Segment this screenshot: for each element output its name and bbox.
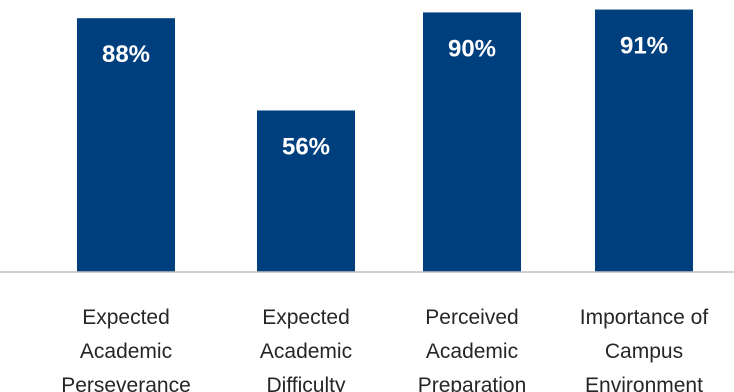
bar-4 bbox=[595, 9, 693, 273]
bar-value-label-1: 88% bbox=[102, 41, 150, 68]
category-label-4-line-3: Environment bbox=[585, 374, 703, 392]
bars-group: 88% 56% 90% 91% bbox=[77, 9, 693, 273]
bar-2 bbox=[257, 110, 355, 272]
bar-1 bbox=[77, 18, 175, 273]
bar-3 bbox=[423, 12, 521, 273]
category-label-4-line-2: Campus bbox=[605, 340, 683, 363]
category-label-3-line-2: Academic bbox=[426, 340, 518, 363]
category-label-3-line-3: Preparation bbox=[418, 374, 527, 392]
category-label-4-line-1: Importance of bbox=[580, 306, 709, 329]
category-label-1-line-2: Academic bbox=[80, 340, 172, 363]
category-label-2-line-2: Academic bbox=[260, 340, 352, 363]
category-label-1-line-3: Perseverance bbox=[61, 374, 191, 392]
category-label-3-line-1: Perceived bbox=[425, 306, 518, 329]
category-label-2-line-3: Difficulty bbox=[267, 374, 346, 392]
bar-value-label-4: 91% bbox=[620, 33, 668, 60]
category-label-2-line-1: Expected bbox=[262, 306, 350, 329]
category-labels-group: Expected Academic Perseverance Expected Acad… bbox=[61, 306, 708, 392]
category-label-1-line-1: Expected bbox=[82, 306, 170, 329]
bar-value-label-2: 56% bbox=[282, 133, 330, 160]
bar-value-label-3: 90% bbox=[448, 35, 496, 62]
